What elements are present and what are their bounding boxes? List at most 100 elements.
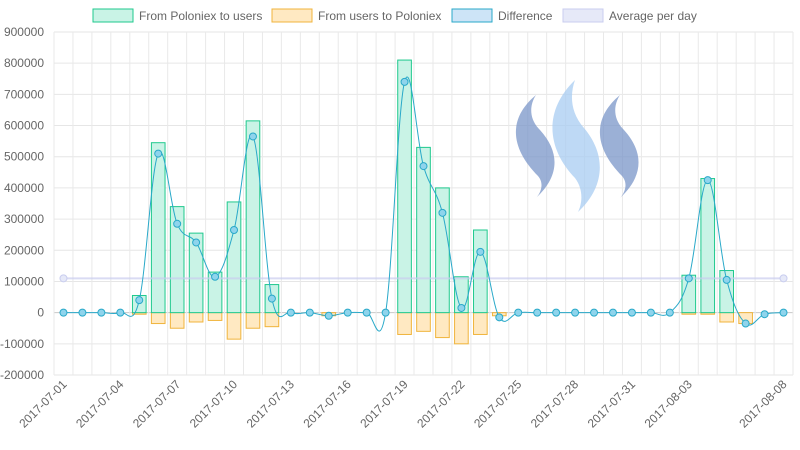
- bar-from-users: [416, 312, 431, 332]
- legend-swatch: [562, 8, 604, 23]
- difference-point: [438, 208, 447, 217]
- bar-from-users: [719, 312, 735, 323]
- difference-point: [154, 149, 163, 158]
- difference-point: [211, 272, 220, 281]
- bar-from-poloniex: [435, 187, 450, 314]
- difference-point: [741, 319, 750, 328]
- difference-point: [400, 77, 409, 86]
- difference-point: [267, 294, 276, 303]
- bar-from-poloniex: [150, 142, 166, 314]
- x-tick: 2017-07-16: [301, 377, 355, 431]
- x-tick-label: 2017-08-03: [642, 377, 696, 431]
- difference-point: [608, 308, 617, 317]
- x-tick-label: 2017-08-08: [736, 377, 790, 431]
- bar-from-poloniex: [207, 271, 223, 314]
- x-tick: 2017-07-07: [130, 377, 184, 431]
- bar-from-users: [188, 312, 204, 323]
- difference-point: [324, 311, 333, 320]
- x-tick-label: 2017-07-22: [414, 377, 468, 431]
- x-tick-label: 2017-07-01: [16, 377, 70, 431]
- bar-from-users: [435, 312, 450, 339]
- difference-point: [760, 310, 769, 319]
- difference-point: [646, 308, 655, 317]
- difference-point: [286, 308, 295, 317]
- legend-swatch: [271, 8, 313, 23]
- y-tick-label: 600000: [4, 119, 44, 133]
- difference-point: [78, 308, 87, 317]
- bar-from-users: [454, 312, 469, 345]
- bar-from-poloniex: [169, 206, 185, 314]
- legend-swatch: [92, 8, 134, 23]
- difference-point: [590, 308, 599, 317]
- difference-point: [135, 296, 144, 305]
- difference-point: [476, 247, 485, 256]
- difference-point: [514, 308, 523, 317]
- legend-item-2[interactable]: Difference: [451, 8, 553, 23]
- x-tick-label: 2017-07-04: [73, 377, 127, 431]
- x-tick: 2017-07-28: [528, 377, 582, 431]
- y-tick-label: 400000: [4, 181, 44, 195]
- y-tick-label: 500000: [4, 150, 44, 164]
- y-tick-label: 200000: [4, 243, 44, 257]
- legend-item-3[interactable]: Average per day: [562, 8, 697, 23]
- bar-from-users: [473, 312, 488, 335]
- average-point: [59, 274, 68, 283]
- y-tick-label: 300000: [4, 212, 44, 226]
- x-tick: 2017-07-19: [357, 377, 411, 431]
- bar-from-poloniex: [473, 229, 488, 314]
- legend[interactable]: From Poloniex to users From users to Polo…: [92, 8, 697, 23]
- difference-point: [665, 308, 674, 317]
- difference-point: [230, 226, 239, 235]
- legend-label: Average per day: [609, 9, 697, 23]
- bar-from-users: [397, 312, 412, 335]
- difference-point: [419, 162, 428, 171]
- difference-point: [305, 308, 314, 317]
- bars-from-poloniex: [131, 59, 735, 314]
- y-tick-label: 100000: [4, 274, 44, 288]
- bar-from-users: [226, 312, 242, 340]
- bar-from-users: [264, 312, 280, 328]
- x-axis-ticks: 2017-07-01 2017-07-04 2017-07-07 2017-07-10…: [16, 377, 790, 431]
- x-tick: 2017-08-03: [642, 377, 696, 431]
- y-tick-label: 700000: [4, 87, 44, 101]
- legend-item-1[interactable]: From users to Poloniex: [271, 8, 441, 23]
- difference-point: [571, 308, 580, 317]
- x-tick-label: 2017-07-10: [187, 377, 241, 431]
- difference-line: [59, 76, 788, 332]
- x-tick: 2017-08-08: [736, 377, 790, 431]
- steem-logo-icon: [515, 80, 639, 212]
- y-tick-label: 0: [37, 306, 44, 320]
- y-tick-label: -200000: [0, 368, 44, 382]
- x-tick: 2017-07-13: [244, 377, 298, 431]
- difference-point: [97, 308, 106, 317]
- bar-from-users: [245, 312, 261, 329]
- bar-from-poloniex: [700, 178, 716, 314]
- difference-point: [533, 308, 542, 317]
- difference-point: [173, 219, 182, 228]
- x-tick-label: 2017-07-25: [471, 377, 525, 431]
- difference-curve: [63, 76, 784, 332]
- difference-point: [552, 308, 561, 317]
- average-point: [779, 274, 788, 283]
- legend-label: Difference: [498, 9, 553, 23]
- difference-point: [722, 275, 731, 284]
- bar-from-users: [150, 312, 166, 325]
- x-tick-label: 2017-07-16: [301, 377, 355, 431]
- y-tick-label: 900000: [4, 25, 44, 39]
- x-tick: 2017-07-25: [471, 377, 525, 431]
- difference-point: [779, 308, 788, 317]
- legend-item-0[interactable]: From Poloniex to users: [92, 8, 262, 23]
- x-tick: 2017-07-01: [16, 377, 70, 431]
- x-tick-label: 2017-07-07: [130, 377, 184, 431]
- difference-point: [684, 274, 693, 283]
- difference-point: [703, 176, 712, 185]
- x-tick-label: 2017-07-28: [528, 377, 582, 431]
- x-tick: 2017-07-10: [187, 377, 241, 431]
- y-tick-label: -100000: [0, 337, 44, 351]
- average-per-day-line: [59, 274, 788, 283]
- x-tick-label: 2017-07-13: [244, 377, 298, 431]
- difference-point: [248, 132, 257, 141]
- difference-point: [495, 313, 504, 322]
- bar-from-poloniex: [416, 146, 431, 314]
